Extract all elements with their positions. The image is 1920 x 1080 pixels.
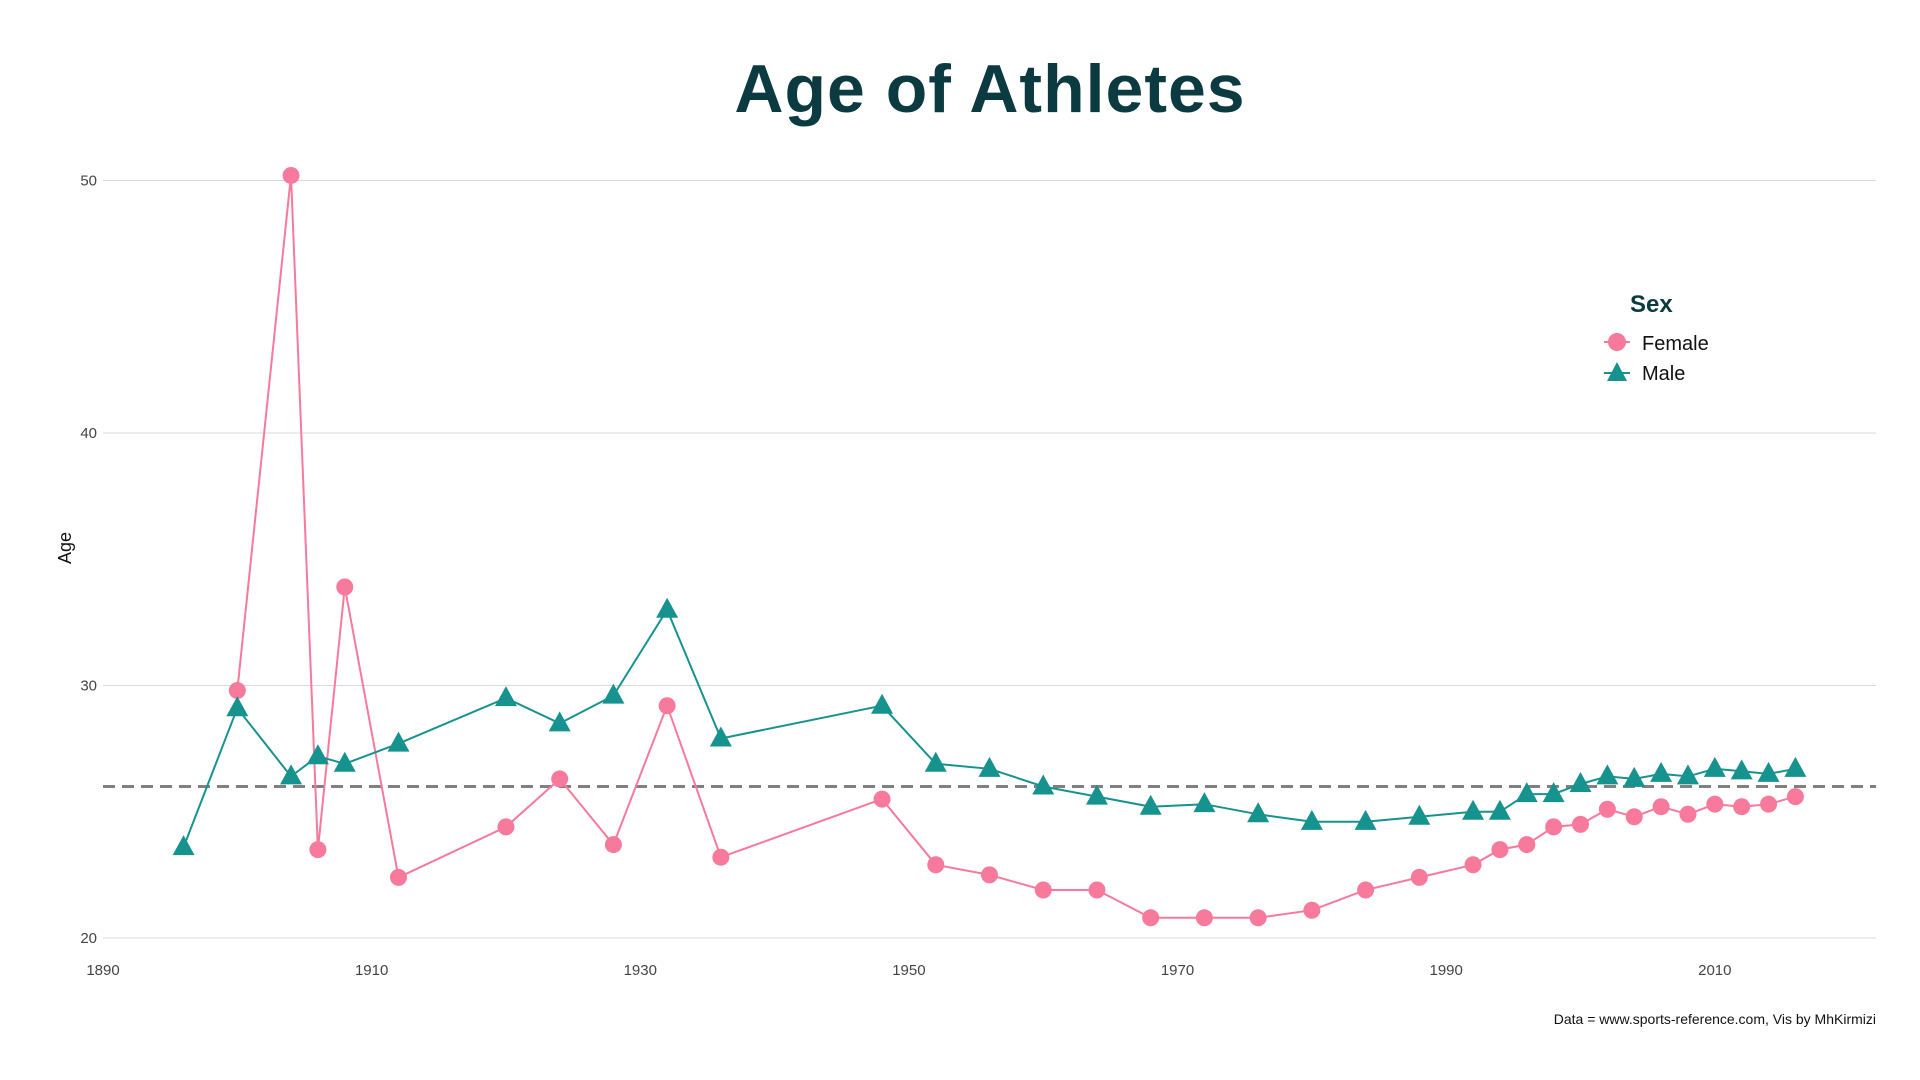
x-tick-label: 2010	[1698, 962, 1731, 979]
y-tick-label: 50	[80, 173, 97, 190]
data-point-female	[1545, 818, 1563, 836]
data-point-male	[709, 726, 732, 747]
data-point-male	[1139, 794, 1162, 815]
x-tick-label: 1890	[86, 962, 119, 979]
data-point-male	[333, 751, 356, 772]
data-point-female	[1733, 798, 1751, 816]
plot-area	[172, 166, 1807, 927]
data-point-female	[1625, 808, 1643, 826]
data-point-female	[1410, 868, 1428, 886]
chart-caption: Data = www.sports-reference.com, Vis by …	[1554, 1011, 1876, 1027]
data-point-female	[873, 790, 891, 808]
y-tick-label: 30	[80, 678, 97, 695]
data-point-female	[1357, 881, 1375, 899]
data-point-male	[978, 756, 1001, 777]
chart-title: Age of Athletes	[734, 51, 1245, 127]
data-point-female	[309, 841, 327, 859]
data-point-female	[712, 848, 730, 866]
data-point-female	[1572, 815, 1589, 833]
series-line-male	[182, 607, 1796, 848]
data-point-female	[1249, 909, 1267, 927]
data-point-male	[1462, 799, 1485, 820]
y-tick-label: 20	[80, 930, 97, 947]
series-line-female	[236, 175, 1796, 919]
legend-title: Sex	[1630, 291, 1673, 318]
data-point-male	[494, 686, 517, 707]
data-point-male	[1542, 782, 1565, 803]
legend: Sex Female Male	[1604, 291, 1709, 385]
x-tick-label: 1990	[1429, 962, 1462, 979]
data-point-female	[1760, 795, 1778, 813]
legend-label-female: Female	[1642, 333, 1709, 355]
data-point-male	[1515, 782, 1538, 803]
gridlines	[103, 180, 1876, 939]
data-point-female	[390, 868, 407, 886]
data-point-female	[1464, 856, 1482, 874]
data-point-female	[1518, 836, 1536, 854]
data-point-female	[282, 166, 300, 184]
data-point-male	[1730, 759, 1753, 780]
data-point-female	[927, 856, 945, 874]
data-point-male	[280, 764, 303, 785]
data-point-female	[1491, 841, 1509, 859]
y-axis-title: Age	[55, 532, 75, 564]
data-point-female	[1786, 788, 1804, 806]
axis-ticks: 20 30 40 50 1890 1910 1930 1950 1970 1990 2010	[80, 173, 1731, 980]
data-point-male	[871, 693, 894, 714]
data-point-male	[924, 751, 947, 772]
data-point-male	[1784, 756, 1807, 777]
data-point-female	[1679, 805, 1697, 823]
data-point-male	[1032, 774, 1055, 795]
legend-marker-female	[1608, 333, 1626, 351]
data-point-male	[1354, 809, 1377, 830]
data-point-female	[981, 866, 998, 884]
data-point-male	[1569, 771, 1592, 792]
data-point-male	[306, 744, 329, 765]
data-point-male	[1408, 804, 1431, 825]
data-point-male	[1596, 764, 1619, 785]
legend-item-male: Male	[1604, 362, 1685, 385]
data-point-female	[551, 770, 569, 788]
x-tick-label: 1970	[1161, 962, 1194, 979]
data-point-male	[226, 696, 249, 717]
data-point-male	[1247, 802, 1270, 823]
data-point-female	[228, 682, 246, 700]
data-point-female	[1034, 881, 1052, 899]
data-point-female	[336, 578, 354, 596]
data-point-female	[497, 818, 515, 836]
data-point-female	[1088, 881, 1106, 899]
legend-item-female: Female	[1604, 333, 1709, 355]
data-point-female	[1195, 909, 1213, 927]
data-point-male	[1676, 764, 1699, 785]
data-point-male	[1488, 799, 1511, 820]
data-point-male	[1650, 761, 1673, 782]
data-point-male	[548, 711, 571, 732]
x-tick-label: 1930	[624, 962, 657, 979]
data-point-male	[1300, 809, 1323, 830]
data-point-male	[1085, 784, 1108, 805]
x-tick-label: 1950	[892, 962, 925, 979]
y-tick-label: 40	[80, 425, 97, 442]
data-point-male	[1623, 766, 1646, 787]
legend-marker-male	[1607, 362, 1627, 381]
data-point-male	[1757, 761, 1780, 782]
data-point-male	[1703, 756, 1726, 777]
data-point-female	[1598, 800, 1616, 818]
data-point-female	[1706, 795, 1724, 813]
data-point-male	[172, 835, 195, 856]
data-point-female	[658, 697, 676, 715]
data-point-female	[1303, 901, 1321, 919]
data-point-female	[604, 836, 622, 854]
data-point-male	[656, 597, 679, 618]
legend-label-male: Male	[1642, 363, 1685, 385]
data-point-female	[1142, 909, 1160, 927]
data-point-male	[387, 731, 410, 752]
data-point-female	[1652, 798, 1670, 816]
x-tick-label: 1910	[355, 962, 388, 979]
data-point-male	[1193, 792, 1216, 813]
data-point-male	[602, 683, 625, 704]
